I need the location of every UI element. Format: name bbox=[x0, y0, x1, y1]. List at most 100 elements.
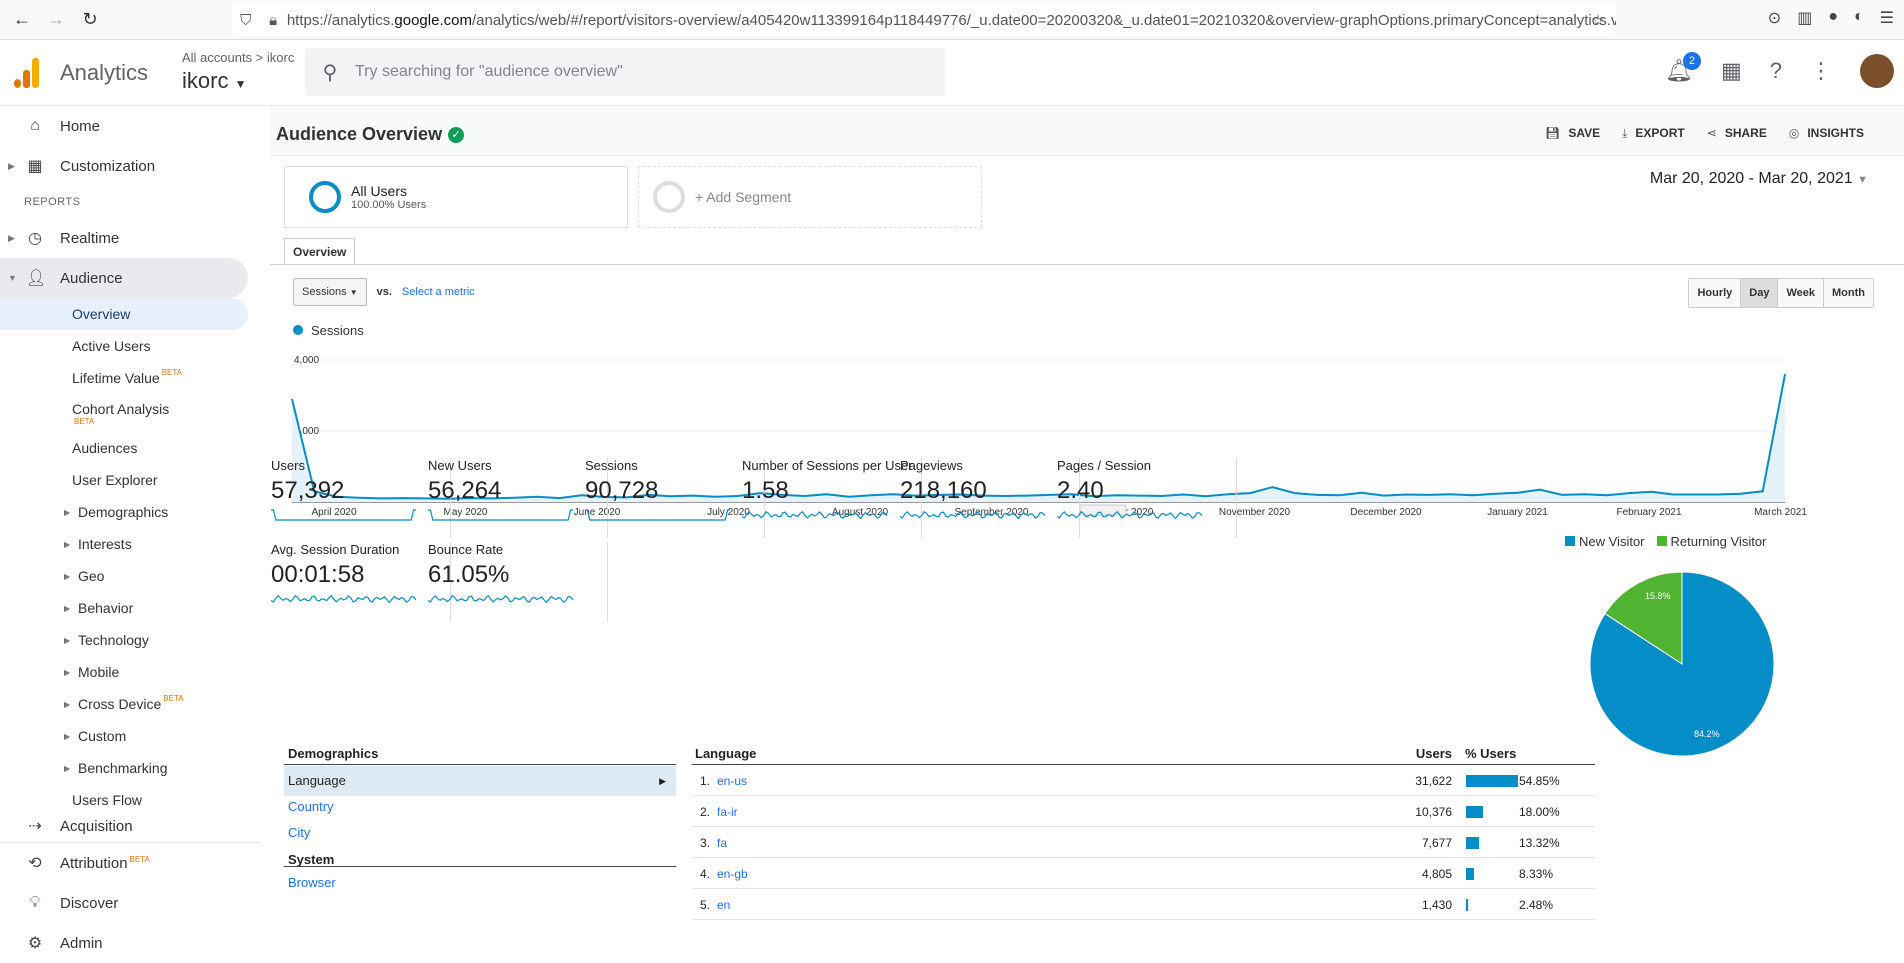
language-link[interactable]: fa bbox=[717, 836, 728, 850]
chevron-right-icon: ▶ bbox=[659, 776, 666, 786]
sidebar-item-admin[interactable]: ⚙ Admin bbox=[27, 934, 103, 953]
sessions-line-chart[interactable]: 4,000 2,000 April 2020 May 2020 June 2020 Jul… bbox=[290, 342, 1890, 532]
sidebar-item-mobile[interactable]: ▶ Mobile bbox=[64, 664, 120, 680]
apps-grid-icon[interactable]: ▦ bbox=[1720, 58, 1742, 83]
library-icon[interactable]: ▥ bbox=[1797, 10, 1813, 27]
sidebar-item-demographics[interactable]: ▶ Demographics bbox=[64, 504, 169, 520]
table-row: 5. en 1,430 2.48% bbox=[692, 890, 1595, 920]
kpi-tile[interactable]: New Users 56,264 bbox=[428, 458, 608, 538]
sidebar-item-active-users[interactable]: Active Users bbox=[72, 338, 151, 354]
segment-all-users[interactable]: All Users 100.00% Users bbox=[284, 166, 628, 228]
sidebar-item-home[interactable]: ⌂ Home bbox=[0, 106, 260, 146]
kpi-tile[interactable]: Pages / Session 2.40 bbox=[1057, 458, 1237, 538]
pct-bar bbox=[1466, 837, 1479, 849]
notifications-icon[interactable]: 🔔︎ 2 bbox=[1665, 52, 1701, 84]
demographics-item-country[interactable]: Country bbox=[288, 799, 334, 814]
pct-bar bbox=[1466, 775, 1518, 787]
kpi-tile[interactable]: Avg. Session Duration 00:01:58 bbox=[271, 542, 451, 622]
chart-resize-handle[interactable] bbox=[1079, 504, 1127, 516]
x-tick-label: March 2021 bbox=[1754, 507, 1807, 518]
legend-new-visitor[interactable]: New Visitor bbox=[1565, 534, 1645, 549]
sidebar-item-attribution[interactable]: ⟲ Attribution BETA bbox=[0, 843, 260, 883]
reload-icon[interactable]: ↻ bbox=[82, 9, 98, 29]
search-input[interactable]: ⚲ Try searching for "audience overview" bbox=[305, 48, 945, 96]
more-vert-icon[interactable]: ⋮ bbox=[1810, 58, 1832, 83]
page-title: Audience Overview ✓ bbox=[276, 124, 465, 145]
granularity-week[interactable]: Week bbox=[1777, 279, 1824, 307]
row-number: 1. bbox=[700, 774, 711, 788]
legend-returning-visitor[interactable]: Returning Visitor bbox=[1656, 534, 1766, 549]
demographics-heading: Demographics bbox=[288, 746, 379, 761]
sidebar-item-overview[interactable]: Overview bbox=[0, 298, 248, 330]
save-button[interactable]: 💾︎ SAVE bbox=[1545, 126, 1601, 140]
sidebar-item-custom[interactable]: ▶ Custom bbox=[64, 728, 127, 744]
kpi-tile[interactable]: Users 57,392 bbox=[271, 458, 451, 538]
language-link[interactable]: en-gb bbox=[717, 867, 748, 881]
granularity-hourly[interactable]: Hourly bbox=[1689, 279, 1741, 307]
sidebar-item-behavior[interactable]: ▶ Behavior bbox=[64, 600, 134, 616]
x-tick-label: June 2020 bbox=[574, 507, 621, 518]
analytics-logo-icon[interactable] bbox=[14, 58, 42, 88]
share-button[interactable]: ⋖ SHARE bbox=[1706, 126, 1767, 140]
insights-button[interactable]: ◎ INSIGHTS bbox=[1788, 126, 1864, 140]
language-link[interactable]: fa-ir bbox=[717, 805, 738, 819]
pct-value: 13.32% bbox=[1519, 836, 1560, 850]
kpi-label: Number of Sessions per User bbox=[742, 458, 913, 473]
y-tick-label: 4,000 bbox=[294, 355, 319, 366]
sidebar-item-user-explorer[interactable]: User Explorer bbox=[72, 472, 158, 488]
language-link[interactable]: en-us bbox=[717, 774, 748, 788]
granularity-month[interactable]: Month bbox=[1823, 279, 1873, 307]
sidebar-item-geo[interactable]: ▶ Geo bbox=[64, 568, 105, 584]
account-selector[interactable]: ikorc ▼ bbox=[182, 68, 247, 93]
visitor-pie-chart[interactable]: 15.8% 84.2% bbox=[1582, 564, 1782, 764]
kpi-sparkline bbox=[428, 594, 573, 604]
granularity-day[interactable]: Day bbox=[1740, 279, 1778, 307]
select-metric-link[interactable]: Select a metric bbox=[401, 286, 475, 298]
forward-icon[interactable]: → bbox=[47, 9, 65, 29]
avatar[interactable] bbox=[1860, 54, 1894, 88]
sidebar-item-lifetime-value[interactable]: Lifetime Value BETA bbox=[72, 367, 182, 387]
pocket-icon[interactable]: ⊙ bbox=[1767, 10, 1782, 27]
expand-icon: ▶ bbox=[64, 635, 71, 645]
kpi-tile[interactable]: Bounce Rate 61.05% bbox=[428, 542, 608, 622]
pct-bar bbox=[1466, 806, 1484, 818]
sidebar-item-audience[interactable]: ▼ 👤︎ Audience bbox=[0, 258, 248, 298]
sidebar-item-users-flow[interactable]: Users Flow bbox=[72, 792, 143, 808]
kpi-tile[interactable]: Pageviews 218,160 bbox=[900, 458, 1080, 538]
sidebar-item-interests[interactable]: ▶ Interests bbox=[64, 536, 132, 552]
add-segment-button[interactable]: + Add Segment bbox=[638, 166, 982, 228]
demographics-item-language[interactable]: Language ▶ bbox=[284, 766, 676, 796]
menu-icon[interactable]: ☰ bbox=[1879, 10, 1894, 27]
sidebar-item-customization[interactable]: ▶ ▦ Customization bbox=[8, 157, 156, 176]
home-icon: ⌂ bbox=[30, 117, 40, 134]
back-icon[interactable]: ← bbox=[13, 9, 31, 29]
system-item-browser[interactable]: Browser bbox=[288, 875, 336, 890]
tab-overview[interactable]: Overview bbox=[284, 238, 356, 265]
address-bar[interactable]: ⛉ 🔒︎ https://analytics.google.com/analyt… bbox=[232, 4, 1616, 36]
account-icon[interactable]: ● bbox=[1828, 8, 1838, 25]
x-tick-label: December 2020 bbox=[1350, 507, 1422, 518]
sidebar-item-cohort-analysis[interactable]: Cohort Analysis BETA bbox=[72, 400, 170, 426]
pct-bar bbox=[1466, 899, 1469, 911]
sidebar-item-realtime[interactable]: ▶ ◷ Realtime bbox=[8, 229, 120, 248]
export-button[interactable]: ⤓ EXPORT bbox=[1622, 126, 1685, 140]
language-link[interactable]: en bbox=[717, 898, 731, 912]
sidebar-item-discover[interactable]: 💡︎ Discover bbox=[0, 883, 260, 923]
granularity-toggle: Hourly Day Week Month bbox=[1688, 278, 1874, 308]
bookmark-star-icon[interactable]: ☆ bbox=[1591, 12, 1605, 29]
date-range-picker[interactable]: Mar 20, 2020 - Mar 20, 2021 ▼ bbox=[1649, 170, 1868, 187]
sidebar-item-technology[interactable]: ▶ Technology bbox=[64, 632, 149, 648]
kpi-tile[interactable]: Number of Sessions per User 1.58 bbox=[742, 458, 922, 538]
extensions-icon[interactable]: ◐ bbox=[1853, 8, 1864, 25]
kpi-value: 90,728 bbox=[585, 477, 659, 504]
sidebar-item-acquisition[interactable]: ⇢ Acquisition bbox=[0, 816, 260, 836]
sidebar-item-cross-device[interactable]: ▶ Cross Device BETA bbox=[64, 693, 184, 713]
kpi-tile[interactable]: Sessions 90,728 bbox=[585, 458, 765, 538]
sidebar-item-benchmarking[interactable]: ▶ Benchmarking bbox=[64, 760, 168, 776]
account-breadcrumb[interactable]: All accounts > ikorc bbox=[182, 50, 295, 65]
help-icon[interactable]: ? bbox=[1769, 58, 1782, 83]
demographics-item-city[interactable]: City bbox=[288, 825, 311, 840]
metric-select[interactable]: Sessions ▼ bbox=[293, 278, 367, 306]
sidebar-item-audiences[interactable]: Audiences bbox=[72, 440, 138, 456]
divider bbox=[284, 866, 676, 867]
